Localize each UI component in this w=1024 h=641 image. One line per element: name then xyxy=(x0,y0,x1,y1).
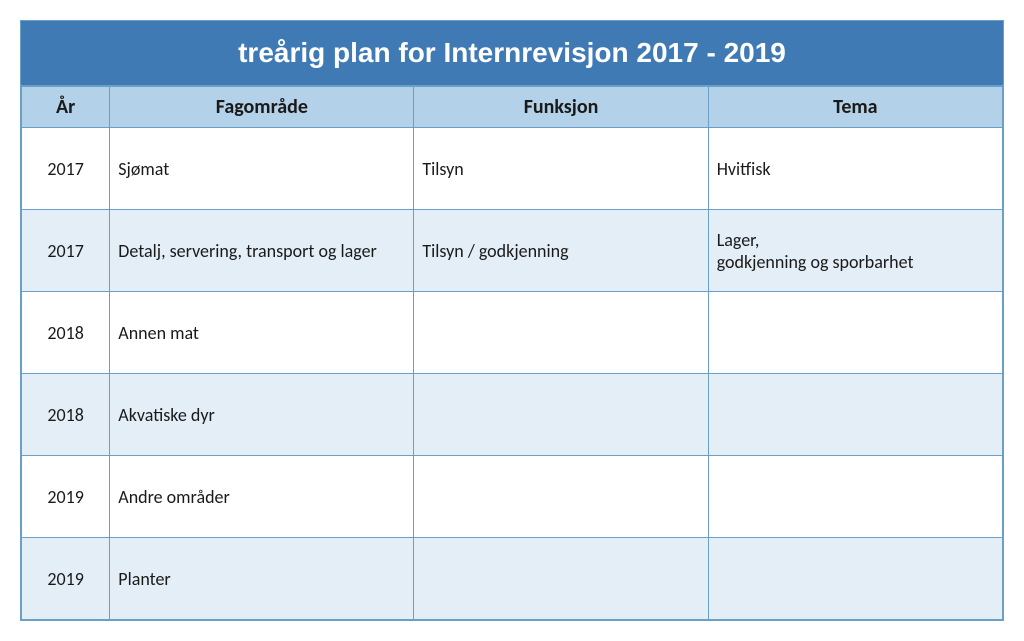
col-header-0: År xyxy=(22,87,110,128)
cell-funksjon xyxy=(414,374,708,456)
table-row: 2019Planter xyxy=(22,538,1003,620)
cell-fagomrade: Andre områder xyxy=(110,456,414,538)
col-header-2: Funksjon xyxy=(414,87,708,128)
cell-year: 2019 xyxy=(22,538,110,620)
cell-tema xyxy=(708,538,1002,620)
cell-year: 2018 xyxy=(22,374,110,456)
table-header-row: ÅrFagområdeFunksjonTema xyxy=(22,87,1003,128)
table-row: 2018Annen mat xyxy=(22,292,1003,374)
cell-funksjon: Tilsyn / godkjenning xyxy=(414,210,708,292)
cell-year: 2017 xyxy=(22,210,110,292)
cell-tema xyxy=(708,292,1002,374)
cell-fagomrade: Planter xyxy=(110,538,414,620)
table-row: 2018Akvatiske dyr xyxy=(22,374,1003,456)
cell-funksjon xyxy=(414,538,708,620)
cell-fagomrade: Detalj, servering, transport og lager xyxy=(110,210,414,292)
cell-fagomrade: Akvatiske dyr xyxy=(110,374,414,456)
table-row: 2017Detalj, servering, transport og lage… xyxy=(22,210,1003,292)
data-table: ÅrFagområdeFunksjonTema 2017SjømatTilsyn… xyxy=(21,86,1003,620)
table-row: 2017SjømatTilsynHvitfisk xyxy=(22,128,1003,210)
table-title: treårig plan for Internrevisjon 2017 - 2… xyxy=(21,21,1003,86)
cell-funksjon: Tilsyn xyxy=(414,128,708,210)
col-header-1: Fagområde xyxy=(110,87,414,128)
cell-funksjon xyxy=(414,292,708,374)
cell-year: 2017 xyxy=(22,128,110,210)
col-header-3: Tema xyxy=(708,87,1002,128)
cell-funksjon xyxy=(414,456,708,538)
cell-year: 2018 xyxy=(22,292,110,374)
cell-tema: Hvitfisk xyxy=(708,128,1002,210)
table-row: 2019Andre områder xyxy=(22,456,1003,538)
cell-tema xyxy=(708,456,1002,538)
cell-fagomrade: Sjømat xyxy=(110,128,414,210)
cell-tema: Lager, godkjenning og sporbarhet xyxy=(708,210,1002,292)
plan-table: treårig plan for Internrevisjon 2017 - 2… xyxy=(20,20,1004,621)
cell-year: 2019 xyxy=(22,456,110,538)
cell-fagomrade: Annen mat xyxy=(110,292,414,374)
cell-tema xyxy=(708,374,1002,456)
